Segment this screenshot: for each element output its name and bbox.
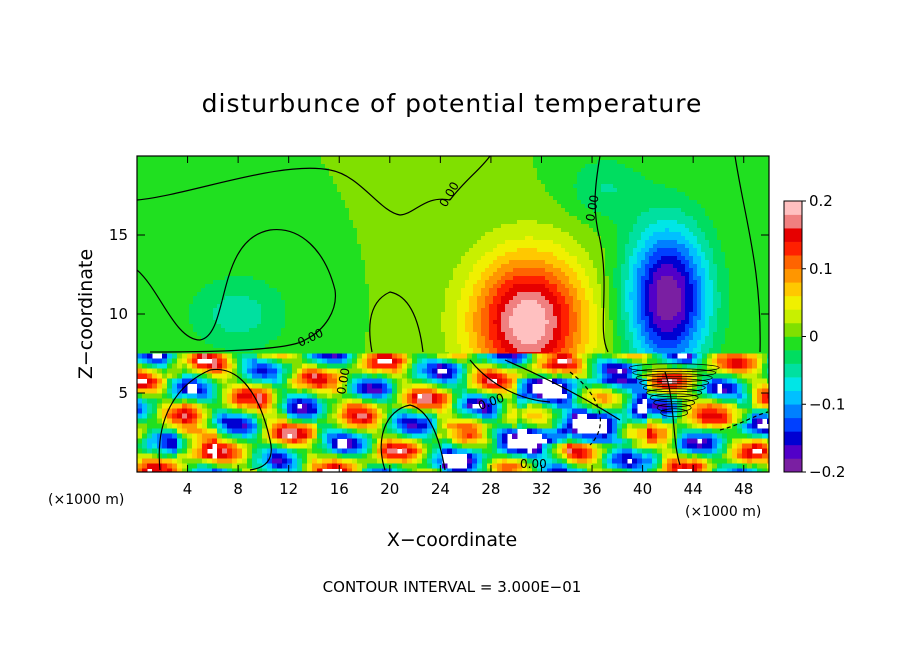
contour-line [734, 156, 761, 353]
colorbar-segment [784, 390, 802, 405]
contour-line [380, 404, 446, 471]
x-tick-label: 28 [481, 480, 500, 498]
x-tick-label: 24 [431, 480, 450, 498]
contour-line [469, 359, 551, 403]
y-tick-label: 15 [109, 226, 128, 244]
colorbar-tick-label: −0.2 [809, 463, 845, 481]
x-tick-label: 48 [734, 480, 753, 498]
plot-area [137, 156, 769, 472]
colorbar-tick-label: 0 [809, 328, 819, 346]
colorbar-segment [784, 201, 802, 215]
colorbar-segment [784, 363, 802, 378]
x-tick-label: 4 [183, 480, 193, 498]
colorbar-segment [784, 309, 802, 324]
colorbar-segment [784, 336, 802, 351]
contour-line [719, 411, 769, 431]
contour-lines [137, 156, 769, 471]
contour-line [569, 371, 601, 446]
colorbar-segment [784, 228, 802, 242]
contour-line [639, 378, 710, 388]
contour-line [660, 408, 689, 418]
x-tick-label: 20 [380, 480, 399, 498]
colorbar [783, 200, 803, 473]
colorbar-segment [784, 417, 802, 432]
colorbar-segment [784, 322, 802, 337]
contour-labels: 0.00 0.00 0.00 0.00 0.00 0.00 [295, 179, 601, 471]
y-axis: 5 10 15 [109, 226, 769, 402]
contour-line [449, 156, 491, 201]
contour-line [642, 383, 706, 393]
contour-label: 0.00 [583, 194, 601, 223]
colorbar-segment [784, 350, 802, 364]
contour-line [635, 373, 713, 383]
x-tick-label: 12 [279, 480, 298, 498]
colorbar-segment [784, 431, 802, 446]
contour-label: 0.00 [520, 457, 547, 471]
colorbar-segment [784, 255, 802, 270]
contour-line [656, 403, 692, 413]
contour-line [632, 368, 717, 378]
contour-line [504, 359, 621, 421]
contour-line [646, 388, 703, 398]
x-tick-label: 36 [582, 480, 601, 498]
x-tick-label: 32 [532, 480, 551, 498]
colorbar-segment [784, 241, 802, 256]
dense-contours [628, 363, 720, 418]
y-tick-label: 5 [118, 384, 128, 402]
upper-field [137, 156, 769, 357]
colorbar-segment [784, 377, 802, 391]
contour-line [664, 371, 681, 466]
colorbar-tick-label: 0.2 [809, 192, 833, 210]
contour-line [369, 291, 424, 353]
colorbar-tick-label: −0.1 [809, 395, 845, 413]
contour-line [137, 228, 337, 353]
x-axis: 4 8 12 16 20 24 28 32 36 40 44 48 [183, 156, 753, 498]
colorbar-segment [784, 295, 802, 310]
x-tick-label: 44 [684, 480, 703, 498]
colorbar-segment [784, 214, 802, 229]
x-tick-label: 16 [330, 480, 349, 498]
colorbar-segment [784, 458, 802, 473]
x-unit-right: (×1000 m) [685, 504, 761, 520]
contour-line [137, 167, 451, 216]
contour-line [649, 393, 699, 403]
contour-line [628, 363, 720, 373]
colorbar-segment [784, 282, 802, 297]
y-tick-label: 10 [109, 305, 128, 323]
colorbar-segment [784, 404, 802, 419]
colorbar-ticks: 0.2 0.1 0 −0.1 −0.2 [802, 192, 845, 481]
x-unit-left: (×1000 m) [48, 492, 124, 508]
contour-label: 0.00 [334, 367, 352, 396]
colorbar-segment [784, 268, 802, 283]
x-tick-label: 40 [633, 480, 652, 498]
y-axis-label: Z−coordinate [75, 249, 97, 379]
chart-title: disturbunce of potential temperature [202, 89, 703, 118]
contour-line [158, 368, 272, 471]
contour-line [594, 156, 609, 353]
contour-interval-note: CONTOUR INTERVAL = 3.000E−01 [323, 578, 582, 596]
colorbar-tick-label: 0.1 [809, 260, 833, 278]
colorbar-segment [784, 444, 802, 459]
x-tick-label: 8 [233, 480, 243, 498]
x-axis-label: X−coordinate [387, 529, 517, 551]
contour-line [653, 398, 696, 408]
